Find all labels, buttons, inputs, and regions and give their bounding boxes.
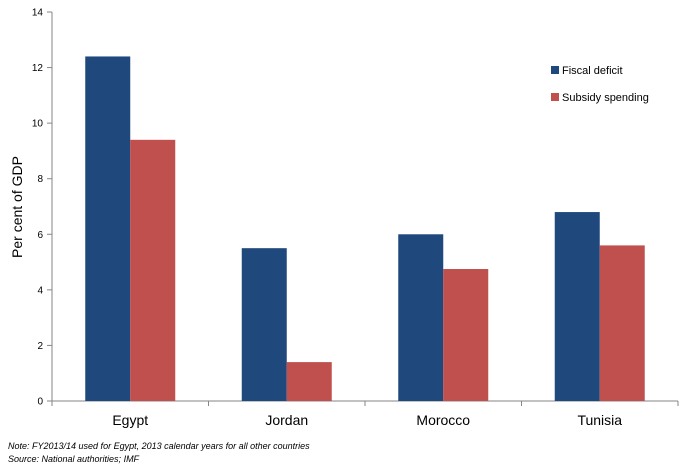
x-tick-label: Jordan [265,412,308,428]
x-tick-label: Morocco [416,412,470,428]
legend-label: Subsidy spending [562,92,649,104]
y-tick-label: 2 [37,341,43,352]
bar-fiscal-deficit [554,212,600,401]
bar-subsidy-spending [130,139,176,402]
y-tick-label: 0 [37,397,43,408]
bar-subsidy-spending [599,245,645,401]
footnote: Note: FY2013/14 used for Egypt, 2013 cal… [8,441,310,451]
y-tick-label: 10 [32,119,44,130]
x-tick-label: Egypt [112,412,148,428]
source-note: Source: National authorities; IMF [8,454,140,464]
legend: Fiscal deficit Subsidy spending [551,65,649,104]
bar-fiscal-deficit [398,234,444,401]
bar-fiscal-deficit [241,248,287,401]
y-tick-label: 4 [37,285,43,296]
bar-fiscal-deficit [85,56,131,401]
y-tick-label: 6 [37,230,43,241]
y-tick-label: 12 [32,63,44,74]
y-axis-label: Per cent of GDP [9,156,25,258]
bar-chart: 0 2 4 6 8 10 12 14 Egypt Jordan Morocco Tunisia Fis… [9,8,679,428]
legend-swatch [551,93,559,101]
bar-subsidy-spending [286,362,332,401]
bar-subsidy-spending [443,269,489,401]
y-tick-label: 14 [32,8,44,19]
y-tick-label: 8 [37,174,43,185]
legend-label: Fiscal deficit [562,65,623,77]
legend-swatch [551,66,559,74]
x-tick-label: Tunisia [577,412,622,428]
bars [85,56,645,402]
